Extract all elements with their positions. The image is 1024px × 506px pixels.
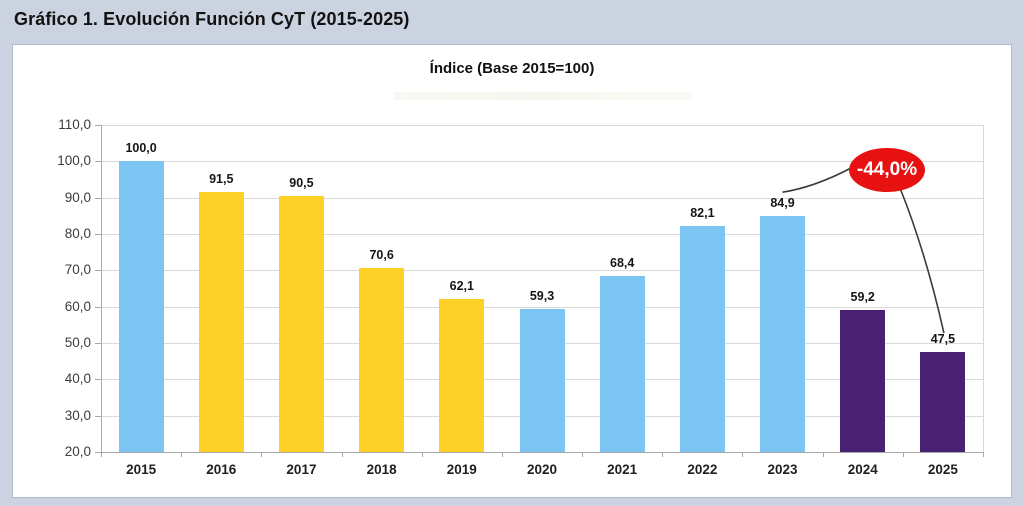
bar-value-label: 90,5 xyxy=(289,175,314,190)
bar-value-label: 84,9 xyxy=(770,196,795,211)
bar-2025 xyxy=(920,352,966,452)
bar-value-label: 68,4 xyxy=(610,256,635,271)
gridline xyxy=(101,306,983,308)
x-axis-label: 2015 xyxy=(126,462,157,477)
bar-2019 xyxy=(439,299,485,452)
x-axis-tick xyxy=(582,452,584,457)
x-axis-tick xyxy=(341,452,343,457)
y-axis-label: 60,0 xyxy=(64,298,91,314)
bar-value-label: 91,5 xyxy=(209,172,234,187)
bar-value-label: 59,2 xyxy=(850,289,875,304)
y-axis-tick xyxy=(95,161,101,163)
x-axis-tick xyxy=(421,452,423,457)
y-axis-label: 80,0 xyxy=(64,226,91,241)
x-axis-label: 2024 xyxy=(847,462,878,477)
bar-2023 xyxy=(760,216,806,452)
x-axis-tick xyxy=(261,452,263,457)
y-axis-tick xyxy=(95,306,101,308)
y-axis-label: 70,0 xyxy=(64,262,91,278)
x-axis-label: 2022 xyxy=(687,462,718,477)
y-axis-label: 90,0 xyxy=(64,189,91,205)
chart-panel: Índice (Base 2015=100) 110,0 100,0 90,0 80,… xyxy=(12,44,1012,498)
x-axis-tick xyxy=(902,452,904,457)
bar-2016 xyxy=(198,192,244,452)
bar-2018 xyxy=(359,268,405,452)
bar-value-label: 82,1 xyxy=(690,206,715,221)
x-axis-label: 2021 xyxy=(607,462,638,477)
bar-2020 xyxy=(519,309,565,452)
y-axis-tick xyxy=(95,343,101,344)
bar-2015 xyxy=(118,161,164,452)
x-axis-label: 2018 xyxy=(366,462,397,477)
x-axis-tick xyxy=(742,452,744,457)
faded-subtitle-remnant xyxy=(393,92,693,100)
x-axis-label: 2025 xyxy=(927,462,958,477)
annotation-connector-line xyxy=(899,187,945,334)
plot-right-border xyxy=(983,125,984,452)
x-axis-label: 2017 xyxy=(286,462,317,477)
x-axis-label: 2016 xyxy=(206,462,237,477)
x-axis-tick xyxy=(662,452,664,457)
y-axis-label: 40,0 xyxy=(64,371,91,387)
bar-2021 xyxy=(599,276,645,452)
y-axis-label: 110,0 xyxy=(58,117,91,132)
bar-value-label: 100,0 xyxy=(125,141,157,156)
bar-2022 xyxy=(679,226,725,452)
y-axis-label: 30,0 xyxy=(64,407,91,423)
gridline xyxy=(101,197,983,199)
chart-title: Índice (Base 2015=100) xyxy=(429,60,595,77)
x-axis-label: 2023 xyxy=(767,462,798,477)
y-axis-line xyxy=(101,125,102,452)
x-axis-label: 2019 xyxy=(446,462,477,477)
gridline xyxy=(101,234,983,235)
x-axis-tick xyxy=(822,452,824,457)
annotation-connector-line xyxy=(782,167,852,193)
y-axis-tick xyxy=(95,415,101,417)
y-axis-tick xyxy=(95,125,101,126)
bar-value-label: 70,6 xyxy=(369,248,394,263)
y-axis-label: 20,0 xyxy=(64,444,91,459)
y-axis-tick xyxy=(95,197,101,199)
gridline xyxy=(101,270,983,272)
x-axis-label: 2020 xyxy=(526,462,558,477)
annotation-ellipse: -44,0% xyxy=(849,148,925,192)
bar-2017 xyxy=(278,195,324,452)
y-axis-tick xyxy=(95,234,101,235)
page-title: Gráfico 1. Evolución Función CyT (2015-2… xyxy=(14,9,410,29)
y-axis-tick xyxy=(95,379,101,381)
x-axis-line xyxy=(101,452,984,453)
y-axis-tick xyxy=(95,452,101,453)
gridline xyxy=(101,161,983,163)
y-axis-label: 50,0 xyxy=(64,335,91,350)
y-axis-tick xyxy=(95,270,101,272)
bar-value-label: 59,3 xyxy=(529,289,555,304)
bar-value-label: 62,1 xyxy=(449,279,474,294)
x-axis-tick xyxy=(501,452,503,457)
x-axis-tick xyxy=(983,452,984,457)
x-axis-tick xyxy=(101,452,102,457)
bar-2024 xyxy=(840,309,886,452)
gridline xyxy=(101,125,983,126)
bar-value-label: 47,5 xyxy=(930,332,956,347)
y-axis-label: 100,0 xyxy=(57,153,91,169)
x-axis-tick xyxy=(181,452,183,457)
